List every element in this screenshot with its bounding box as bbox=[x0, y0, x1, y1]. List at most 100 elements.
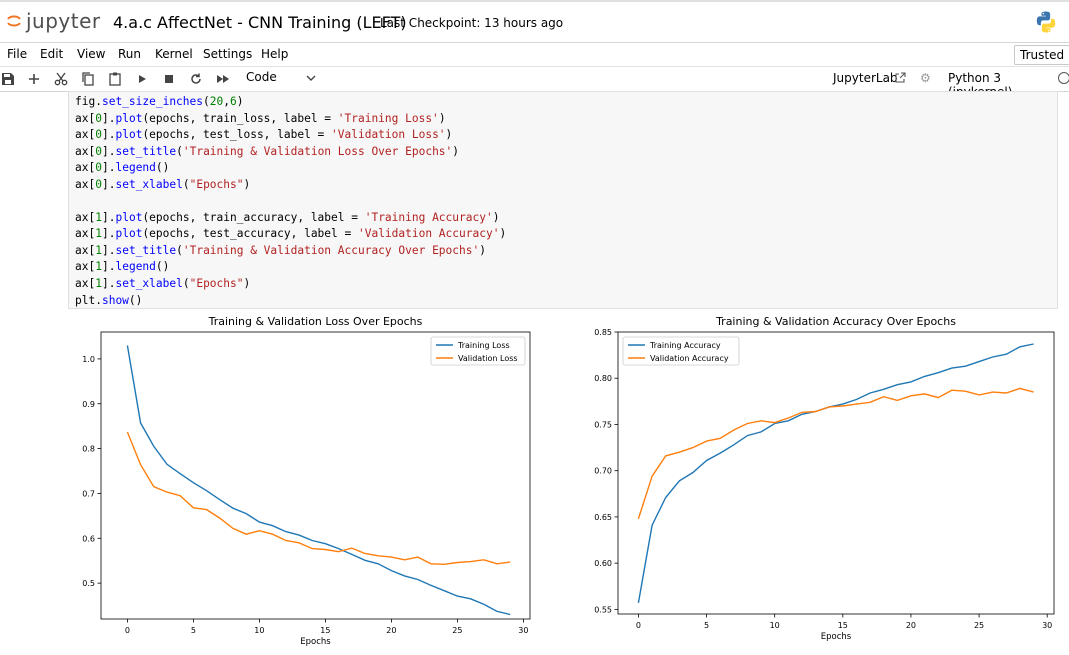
gear-icon[interactable]: ⚙ bbox=[920, 71, 931, 85]
code-token: ax bbox=[75, 260, 89, 274]
x-tick-label: 30 bbox=[518, 626, 528, 635]
code-editor[interactable]: fig.set_size_inches(20,6) ax[0].plot(epoc… bbox=[69, 92, 1057, 311]
menu-view[interactable]: View bbox=[77, 47, 106, 61]
add-cell-icon[interactable] bbox=[26, 71, 42, 87]
kernel-status-icon bbox=[1058, 72, 1069, 84]
code-token: . bbox=[108, 177, 116, 191]
menu-file[interactable]: File bbox=[7, 47, 28, 61]
code-token: ax bbox=[75, 227, 89, 241]
x-tick-label: 20 bbox=[906, 621, 916, 630]
y-tick-label: 0.6 bbox=[82, 534, 95, 543]
series-line-validation-loss bbox=[126, 431, 511, 566]
code-token: ax bbox=[75, 177, 89, 191]
code-token: . bbox=[108, 128, 116, 142]
code-token: ) bbox=[236, 95, 244, 108]
x-axis-label: Epochs bbox=[821, 632, 852, 642]
code-line: ax[0].plot(epochs, test_loss, label = 'V… bbox=[75, 127, 1051, 144]
menu-run[interactable]: Run bbox=[118, 47, 142, 61]
code-token: . bbox=[95, 293, 102, 307]
code-token: . bbox=[108, 111, 116, 125]
code-token: ) bbox=[492, 210, 500, 224]
code-token: . bbox=[108, 243, 116, 257]
code-token: . bbox=[108, 144, 116, 158]
code-token: ] bbox=[101, 128, 109, 142]
code-token: ] bbox=[101, 210, 109, 224]
y-tick-label: 0.8 bbox=[82, 445, 95, 454]
top-border bbox=[0, 0, 1069, 2]
run-icon[interactable] bbox=[134, 71, 150, 87]
code-token: ( bbox=[203, 95, 210, 108]
legend-label: Validation Loss bbox=[458, 354, 518, 363]
code-token: ) bbox=[438, 111, 446, 125]
x-tick-label: 20 bbox=[386, 626, 396, 635]
code-token: plot bbox=[115, 111, 143, 125]
code-token: ] bbox=[101, 161, 109, 175]
code-token: [ bbox=[88, 227, 96, 241]
code-token: ] bbox=[101, 177, 109, 191]
code-token: 'Validation Accuracy' bbox=[357, 227, 500, 241]
code-token: [ bbox=[88, 277, 96, 291]
code-token: () bbox=[155, 161, 170, 175]
code-token: . bbox=[108, 210, 116, 224]
y-tick-label: 0.60 bbox=[594, 559, 612, 568]
jupyter-logo-icon bbox=[7, 15, 21, 27]
menu-kernel[interactable]: Kernel bbox=[155, 47, 193, 61]
cell-output: Training & Validation Loss Over Epochs 0 5… bbox=[68, 310, 1068, 655]
notebook-title[interactable]: 4.a.c AffectNet - CNN Training (LEFT) bbox=[113, 13, 407, 32]
code-token: ) bbox=[479, 243, 486, 257]
plot-frame bbox=[100, 331, 531, 620]
trusted-indicator[interactable]: Trusted bbox=[1014, 45, 1069, 65]
restart-icon[interactable] bbox=[188, 71, 204, 87]
y-tick-label: 0.70 bbox=[594, 467, 612, 476]
copy-icon[interactable] bbox=[80, 71, 96, 87]
code-token: show bbox=[101, 293, 129, 307]
external-link-icon[interactable] bbox=[894, 72, 906, 84]
code-token: ax bbox=[75, 111, 89, 125]
code-token: . bbox=[108, 260, 116, 274]
y-tick-label: 1.0 bbox=[82, 355, 95, 364]
code-token: 6 bbox=[230, 95, 237, 108]
code-token: ax bbox=[75, 210, 89, 224]
menu-edit[interactable]: Edit bbox=[40, 47, 64, 61]
x-axis-label: Epochs bbox=[300, 637, 331, 647]
code-token: . bbox=[95, 95, 102, 108]
code-line: ax[0].legend() bbox=[75, 160, 1051, 177]
code-token: . bbox=[108, 161, 116, 175]
plot-frame bbox=[617, 331, 1055, 615]
fast-forward-icon[interactable] bbox=[215, 71, 231, 87]
code-line: ax[1].legend() bbox=[75, 259, 1051, 276]
legend-label: Training Accuracy bbox=[649, 341, 721, 350]
code-token: plot bbox=[115, 210, 143, 224]
chart-title: Training & Validation Accuracy Over Epoc… bbox=[715, 315, 956, 328]
code-cell[interactable]: fig.set_size_inches(20,6) ax[0].plot(epoc… bbox=[68, 91, 1058, 309]
legend-label: Training Loss bbox=[457, 341, 510, 350]
stop-icon[interactable] bbox=[161, 71, 177, 87]
y-tick-label: 0.5 bbox=[82, 579, 95, 588]
code-token: ( bbox=[176, 144, 183, 158]
jupyterlab-link[interactable]: JupyterLab bbox=[833, 71, 898, 85]
menu-help[interactable]: Help bbox=[261, 47, 289, 61]
legend-box bbox=[622, 336, 740, 366]
save-icon[interactable] bbox=[0, 71, 16, 87]
menu-settings[interactable]: Settings bbox=[203, 47, 253, 61]
code-token: (epochs, train_accuracy, label = bbox=[142, 210, 365, 224]
code-token: plot bbox=[115, 227, 143, 241]
chevron-down-icon[interactable] bbox=[305, 72, 317, 84]
code-line: ax[0].set_title('Training & Validation L… bbox=[75, 144, 1051, 161]
x-tick-label: 15 bbox=[320, 626, 330, 635]
notebook-header: jupyter 4.a.c AffectNet - CNN Training (… bbox=[0, 2, 1069, 42]
cell-type-select[interactable]: Code bbox=[246, 70, 277, 84]
code-token: . bbox=[108, 277, 116, 291]
y-tick-label: 0.65 bbox=[594, 513, 612, 522]
cut-icon[interactable] bbox=[53, 71, 69, 87]
code-token: "Epochs" bbox=[189, 177, 244, 191]
x-tick-label: 10 bbox=[770, 621, 780, 630]
code-token: ] bbox=[101, 277, 109, 291]
paste-icon[interactable] bbox=[107, 71, 123, 87]
checkpoint-status: Last Checkpoint: 13 hours ago bbox=[380, 16, 564, 30]
code-token: ax bbox=[75, 128, 89, 142]
code-token: fig bbox=[75, 95, 96, 108]
x-tick-label: 15 bbox=[838, 621, 848, 630]
y-tick-label: 0.9 bbox=[82, 400, 95, 409]
y-tick-label: 0.55 bbox=[594, 605, 612, 614]
